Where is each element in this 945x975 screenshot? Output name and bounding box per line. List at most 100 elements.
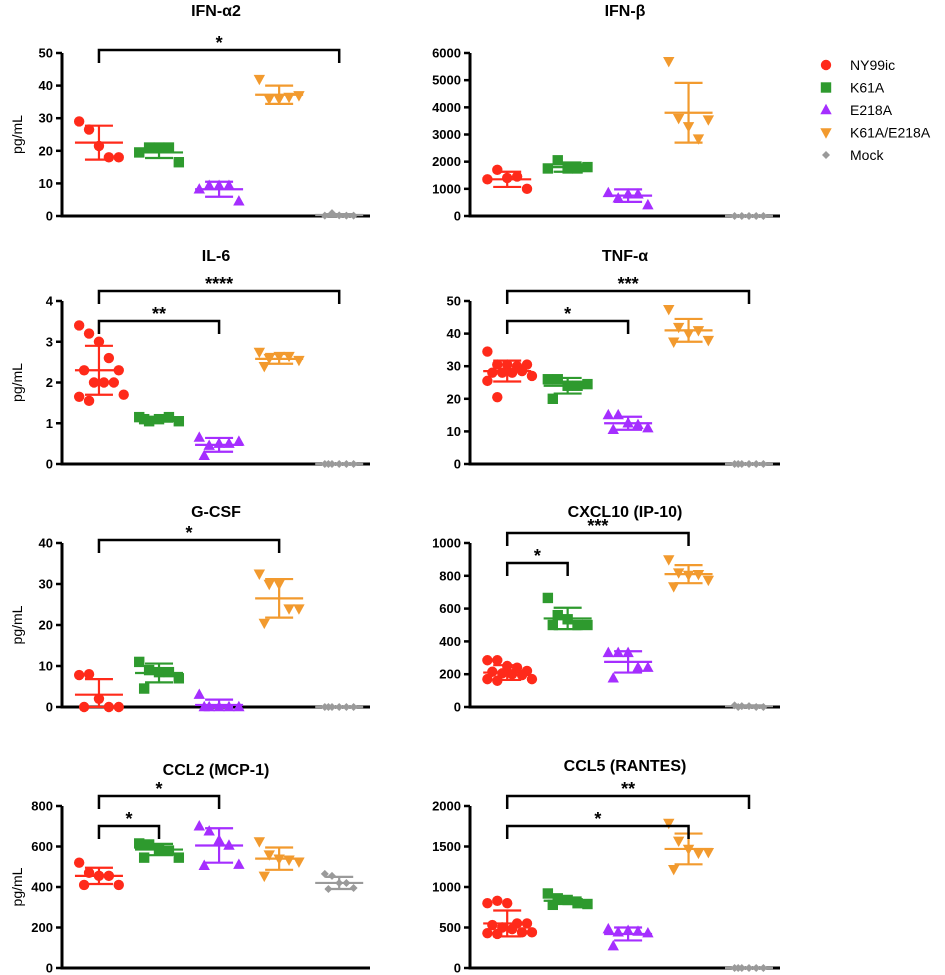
data-point bbox=[582, 619, 593, 631]
group-e218a bbox=[602, 646, 654, 683]
group-mock bbox=[315, 703, 364, 711]
data-point bbox=[702, 847, 715, 859]
y-tick-label: 800 bbox=[439, 568, 461, 583]
legend-marker bbox=[820, 82, 832, 93]
significance-bracket: * bbox=[505, 809, 690, 839]
data-point bbox=[253, 837, 266, 848]
data-point bbox=[233, 435, 245, 446]
bracket-line bbox=[97, 794, 221, 809]
y-tick-label: 2 bbox=[46, 375, 53, 390]
bracket-line bbox=[505, 531, 690, 546]
bracket-line bbox=[97, 319, 221, 334]
data-point bbox=[542, 592, 554, 604]
data-point bbox=[506, 367, 518, 378]
group-k61a bbox=[542, 374, 593, 404]
panel-title: TNF-α bbox=[602, 248, 648, 265]
data-point bbox=[263, 850, 275, 861]
y-tick-label: 1000 bbox=[432, 880, 461, 895]
significance-label: * bbox=[156, 779, 163, 799]
y-tick-label: 20 bbox=[447, 391, 461, 406]
group-k61a-e218a bbox=[663, 56, 715, 145]
data-point bbox=[253, 569, 266, 580]
data-point bbox=[88, 377, 100, 388]
y-tick-label: 0 bbox=[454, 457, 461, 472]
significance-label: * bbox=[186, 523, 193, 543]
y-tick-label: 40 bbox=[447, 326, 461, 341]
significance-bracket: ** bbox=[505, 779, 751, 809]
panel-2: IFN-β 0 1000 2000 3000 4000 5000 6000 bbox=[432, 3, 780, 224]
group-mock bbox=[725, 701, 773, 711]
y-tick-label: 30 bbox=[39, 577, 53, 592]
data-point bbox=[663, 304, 675, 316]
y-tick-label: 600 bbox=[439, 601, 461, 616]
data-point bbox=[702, 115, 715, 126]
y-tick-label: 50 bbox=[447, 294, 461, 309]
data-point bbox=[143, 664, 155, 676]
data-point bbox=[526, 673, 538, 685]
data-point bbox=[73, 391, 85, 402]
significance-label: * bbox=[216, 33, 223, 53]
data-point bbox=[663, 555, 675, 566]
data-point bbox=[602, 408, 614, 420]
data-point bbox=[98, 377, 110, 388]
significance-bracket: *** bbox=[505, 274, 751, 304]
data-point bbox=[78, 879, 90, 891]
legend-marker bbox=[820, 59, 832, 71]
data-point bbox=[193, 431, 205, 442]
legend-marker bbox=[822, 151, 830, 159]
significance-label: * bbox=[564, 304, 571, 324]
y-tick-label: 600 bbox=[31, 839, 53, 854]
y-tick-label: 0 bbox=[46, 961, 53, 975]
data-point bbox=[258, 871, 270, 883]
y-tick-label: 20 bbox=[39, 618, 53, 633]
y-tick-label: 0 bbox=[454, 700, 461, 715]
data-point bbox=[223, 179, 235, 190]
legend-item: Mock bbox=[822, 147, 884, 163]
data-point bbox=[73, 857, 85, 868]
group-e218a bbox=[193, 820, 245, 870]
data-point bbox=[113, 152, 124, 163]
data-point bbox=[173, 852, 185, 863]
data-point bbox=[607, 423, 619, 434]
y-tick-label: 500 bbox=[439, 920, 461, 935]
y-tick-label: 10 bbox=[447, 424, 461, 439]
data-point bbox=[547, 899, 558, 911]
data-point bbox=[492, 359, 503, 370]
data-point bbox=[572, 619, 583, 631]
y-tick-label: 10 bbox=[39, 176, 53, 191]
data-point bbox=[702, 335, 715, 347]
group-k61a-e218a bbox=[253, 569, 305, 630]
data-point bbox=[83, 395, 95, 407]
significance-bracket: * bbox=[97, 523, 281, 553]
significance-bracket: * bbox=[97, 33, 341, 63]
y-tick-label: 400 bbox=[439, 634, 461, 649]
data-point bbox=[83, 669, 95, 680]
group-ny99ic bbox=[482, 895, 538, 940]
data-point bbox=[83, 328, 95, 339]
data-point bbox=[482, 655, 493, 666]
panel-1: IFN-α2 0 10 20 30 40 50 pg/mL * bbox=[9, 3, 370, 224]
y-tick-label: 0 bbox=[46, 700, 53, 715]
y-tick-label: 50 bbox=[39, 46, 53, 61]
data-point bbox=[506, 923, 518, 935]
data-point bbox=[253, 347, 266, 359]
group-k61a bbox=[134, 838, 185, 863]
y-tick-label: 5000 bbox=[432, 73, 461, 88]
data-point bbox=[283, 855, 295, 866]
data-point bbox=[607, 939, 619, 951]
legend-item: NY99ic bbox=[820, 57, 895, 73]
bracket-line bbox=[97, 289, 341, 304]
panel-7: CCL2 (MCP-1) 0 200 400 600 800 pg/mL * * bbox=[9, 762, 370, 975]
group-mock bbox=[315, 209, 364, 220]
data-point bbox=[632, 661, 644, 672]
significance-label: *** bbox=[587, 516, 608, 536]
data-point bbox=[492, 895, 503, 906]
data-point bbox=[602, 186, 614, 198]
y-tick-label: 6000 bbox=[432, 46, 461, 61]
data-point bbox=[263, 579, 275, 591]
data-point bbox=[233, 195, 245, 206]
group-k61a bbox=[134, 142, 185, 168]
data-point bbox=[283, 604, 295, 615]
y-tick-label: 0 bbox=[454, 209, 461, 224]
